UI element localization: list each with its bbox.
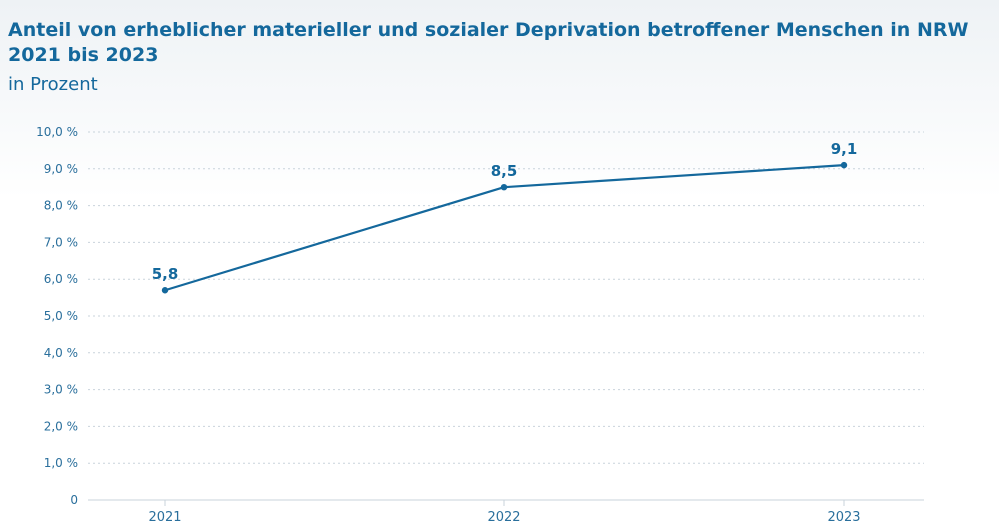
y-tick-label: 0 — [70, 493, 78, 507]
data-label: 8,5 — [491, 162, 518, 180]
y-tick-label: 10,0 % — [36, 125, 78, 139]
y-tick-label: 2,0 % — [44, 419, 78, 433]
y-tick-label: 8,0 % — [44, 199, 78, 213]
y-tick-label: 5,0 % — [44, 309, 78, 323]
chart-title: Anteil von erheblicher materieller und s… — [8, 19, 969, 66]
data-point — [161, 287, 169, 294]
series-line — [164, 164, 845, 292]
y-tick-label: 7,0 % — [44, 235, 78, 249]
data-label: 9,1 — [831, 140, 858, 158]
data-point — [500, 184, 508, 191]
data-point — [840, 161, 848, 169]
x-tick-label: 2023 — [827, 510, 860, 522]
y-tick-label: 4,0 % — [44, 346, 78, 360]
y-tick-label: 6,0 % — [44, 272, 78, 286]
x-tick-label: 2022 — [487, 510, 520, 522]
data-label: 5,8 — [152, 265, 179, 283]
y-tick-label: 3,0 % — [44, 383, 78, 397]
y-tick-label: 9,0 % — [44, 162, 78, 176]
chart-subtitle: in Prozent — [8, 74, 98, 95]
x-tick-label: 2021 — [148, 510, 181, 522]
y-tick-label: 1,0 % — [44, 456, 78, 470]
